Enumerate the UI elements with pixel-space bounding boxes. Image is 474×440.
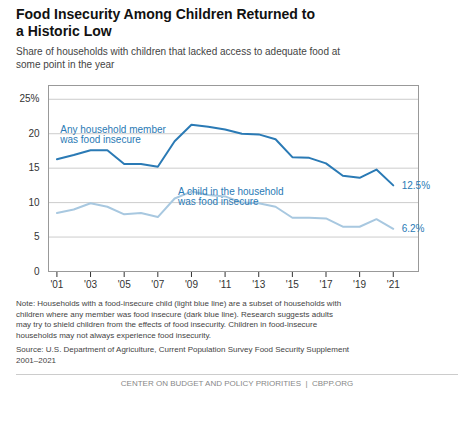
svg-text:'17: '17 — [319, 279, 332, 290]
svg-text:'03: '03 — [84, 279, 97, 290]
svg-text:20: 20 — [28, 128, 40, 139]
svg-text:'19: '19 — [353, 279, 366, 290]
html-text:Share of households with child: Share of households with children that l… — [16, 46, 341, 70]
html-text:Food Insecurity Among Children: Food Insecurity Among Children Returned … — [16, 6, 315, 39]
svg-text:'13: '13 — [252, 279, 265, 290]
svg-text:25%: 25% — [19, 93, 39, 104]
svg-text:5: 5 — [34, 231, 40, 242]
svg-text:10: 10 — [28, 197, 40, 208]
svg-text:'11: '11 — [219, 279, 232, 290]
svg-text:A child in the householdwas fo: A child in the householdwas food insecur… — [177, 186, 284, 207]
svg-text:'07: '07 — [151, 279, 164, 290]
html-text:Source: U.S. Department of Agr: Source: U.S. Department of Agriculture, … — [16, 345, 350, 365]
svg-text:'15: '15 — [286, 279, 299, 290]
html-text:Note: Households with a food-i: Note: Households with a food-insecure ch… — [16, 299, 342, 340]
svg-text:'05: '05 — [118, 279, 131, 290]
svg-text:Any household memberwas food i: Any household memberwas food insecure — [59, 124, 166, 145]
svg-text:'09: '09 — [185, 279, 198, 290]
svg-text:'01: '01 — [50, 279, 63, 290]
svg-text:0: 0 — [34, 266, 40, 277]
html-text:CENTER ON BUDGET AND POLICY PR: CENTER ON BUDGET AND POLICY PRIORITIES |… — [120, 379, 354, 388]
svg-text:12.5%: 12.5% — [402, 180, 430, 191]
svg-text:'21: '21 — [387, 279, 400, 290]
svg-text:15: 15 — [28, 162, 40, 173]
svg-text:6.2%: 6.2% — [402, 223, 425, 234]
